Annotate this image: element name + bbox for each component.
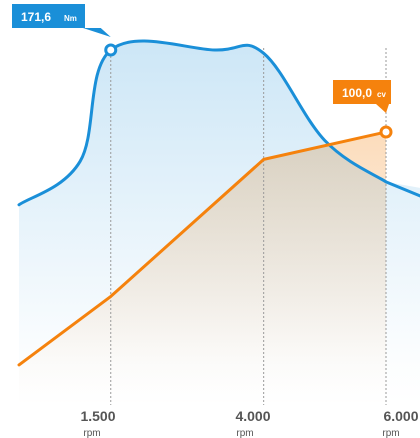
peak-marker-nm [104, 43, 118, 57]
peak-flag-nm: 171,6 Nm [12, 4, 111, 37]
flag-unit-cv: cv [377, 90, 386, 99]
line-nm [17, 39, 420, 207]
x-tick-unit-6000: rpm [382, 428, 399, 438]
flag-shape-nm [12, 4, 111, 37]
x-tick-unit-4000: rpm [236, 428, 253, 438]
flag-unit-nm: Nm [64, 14, 77, 23]
peak-marker-cv [379, 125, 393, 139]
flag-shape-cv [333, 80, 391, 113]
x-tick-label-6000: 6.000 [383, 408, 418, 424]
x-tick-label-4000: 4.000 [235, 408, 270, 424]
line-cv [17, 130, 388, 367]
x-tick-label-1500: 1.500 [80, 408, 115, 424]
flag-value-nm: 171,6 [21, 10, 51, 24]
flag-value-cv: 100,0 [342, 86, 372, 100]
peak-flag-cv: 100,0 cv [333, 80, 391, 113]
area-nm [19, 40, 420, 407]
x-tick-unit-1500: rpm [83, 428, 100, 438]
